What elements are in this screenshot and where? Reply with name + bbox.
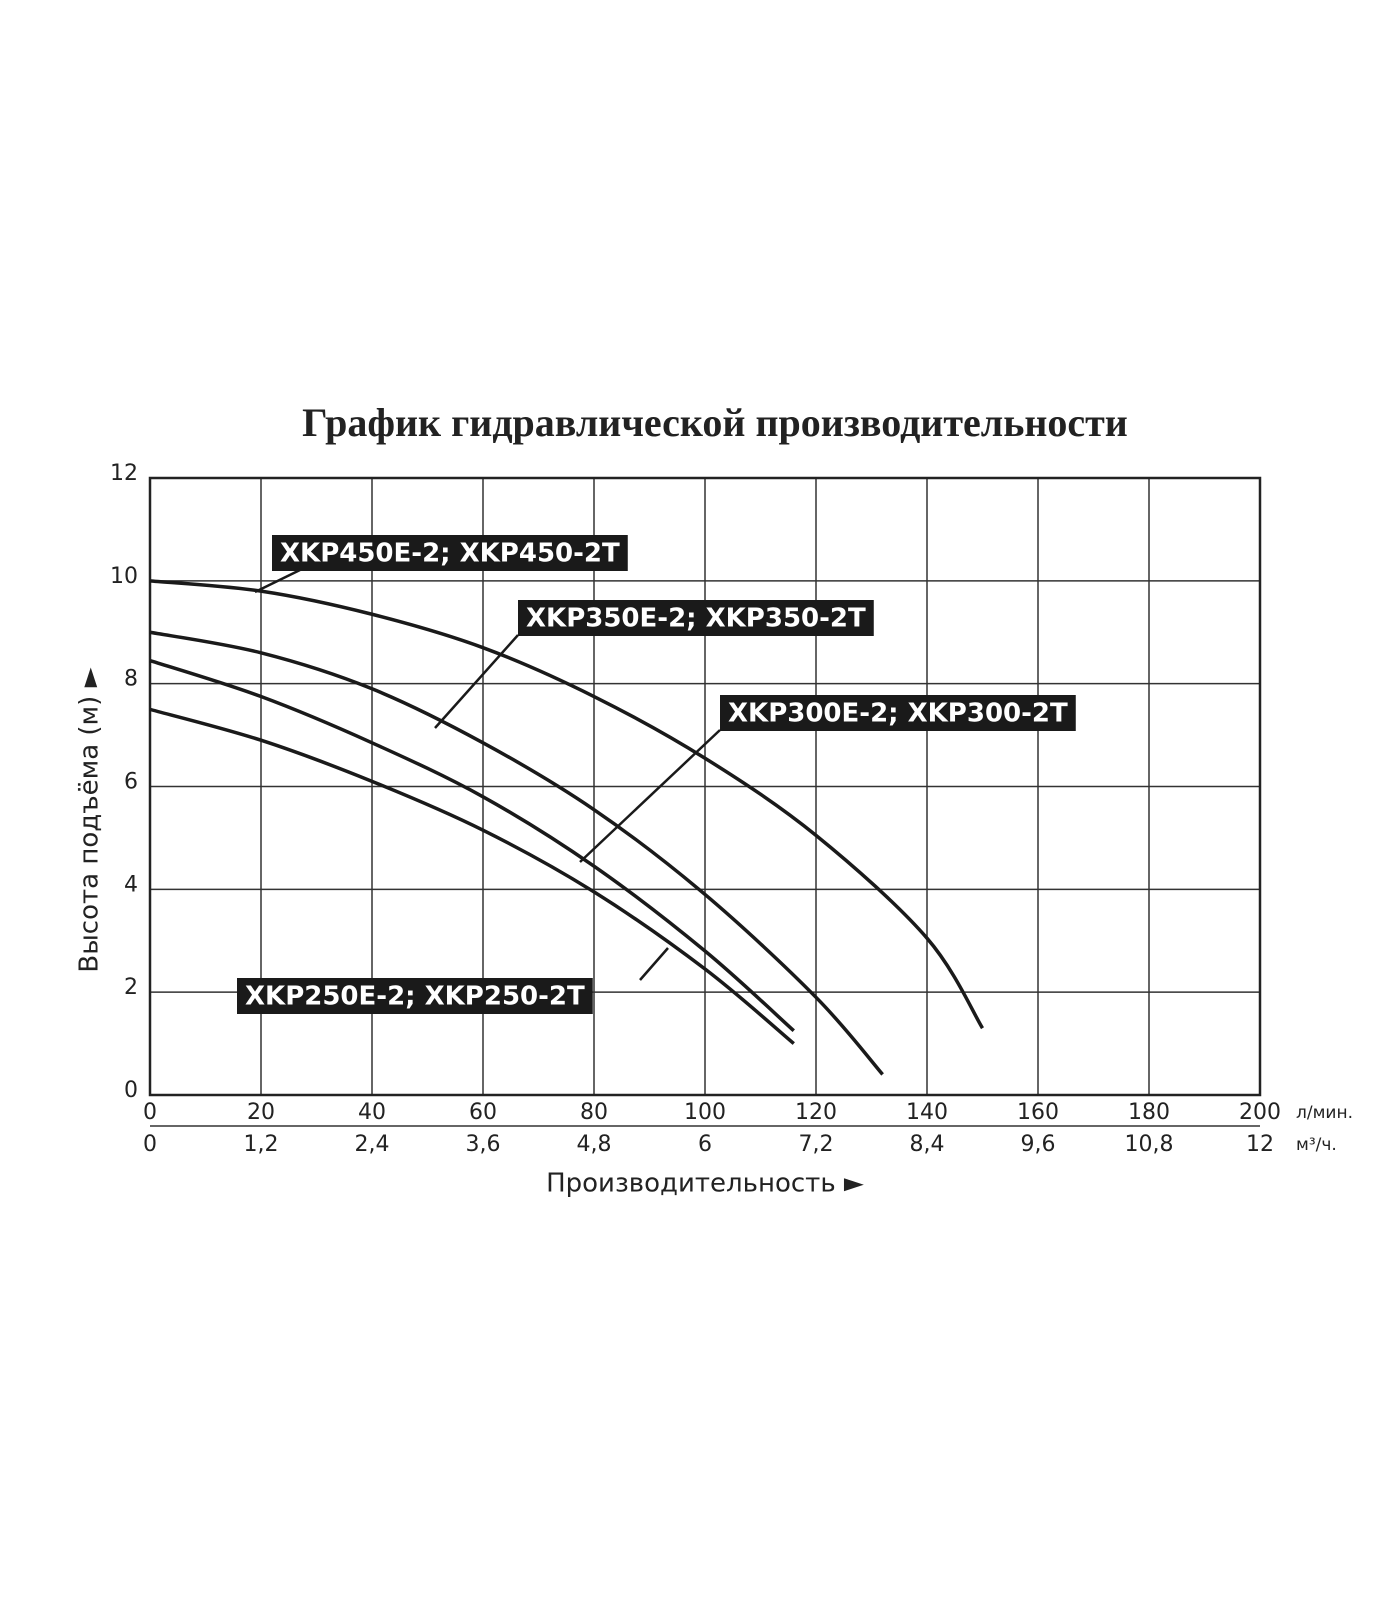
x2-unit: м³/ч. [1296, 1135, 1337, 1155]
x-tick-label: 0 [143, 1100, 157, 1125]
plot-frame [148, 476, 1262, 1097]
x-tick-label: 100 [684, 1100, 726, 1125]
y-tick-label: 8 [124, 667, 138, 692]
y-tick-label: 10 [110, 564, 138, 589]
chart-title: График гидравлической производительности [302, 400, 1128, 445]
x-tick-label: 120 [795, 1100, 837, 1125]
x-unit: л/мин. [1296, 1103, 1353, 1123]
x-tick-label: 180 [1128, 1100, 1170, 1125]
x2-tick-label: 2,4 [355, 1132, 390, 1157]
label-pointer [639, 947, 669, 981]
x-tick-label: 200 [1239, 1100, 1281, 1125]
x-tick-label: 80 [580, 1100, 608, 1125]
label-pointer [434, 634, 519, 729]
x2-tick-label: 7,2 [799, 1132, 834, 1157]
series-label-box [237, 978, 593, 1014]
x-tick-label: 60 [469, 1100, 497, 1125]
x-tick-label: 160 [1017, 1100, 1059, 1125]
series-label: XKP300E-2; XKP300-2T [728, 699, 1068, 729]
x-axis-label: Производительность ► [546, 1169, 864, 1199]
x2-tick-label: 0 [143, 1132, 157, 1157]
y-tick-label: 4 [124, 872, 138, 897]
series-line [149, 630, 884, 1076]
series-line [149, 707, 795, 1045]
x2-tick-label: 8,4 [910, 1132, 945, 1157]
x2-tick-label: 4,8 [577, 1132, 612, 1157]
y-tick-label: 12 [110, 461, 138, 486]
series-label: XKP250E-2; XKP250-2T [245, 982, 585, 1012]
label-pointer [254, 568, 301, 594]
series-label: XKP450E-2; XKP450-2T [280, 539, 620, 569]
y-tick-label: 2 [124, 975, 138, 1000]
y-tick-label: 6 [124, 770, 138, 795]
label-pointer [579, 729, 721, 863]
x2-tick-label: 3,6 [466, 1132, 501, 1157]
y-tick-label: 0 [124, 1078, 138, 1103]
y-axis-label: Высота подъёма (м) ► [75, 667, 105, 972]
x-tick-label: 20 [247, 1100, 275, 1125]
series-label-box [518, 600, 874, 636]
x2-tick-label: 12 [1246, 1132, 1274, 1157]
x-tick-label: 140 [906, 1100, 948, 1125]
series-line [149, 579, 984, 1030]
x2-tick-label: 10,8 [1125, 1132, 1174, 1157]
x-tick-label: 40 [358, 1100, 386, 1125]
series-label-box [720, 695, 1076, 731]
series-label: XKP350E-2; XKP350-2T [526, 604, 866, 634]
series-line [149, 658, 795, 1033]
series-label-box [272, 535, 628, 571]
x2-tick-label: 9,6 [1021, 1132, 1056, 1157]
x2-tick-label: 6 [698, 1132, 712, 1157]
x2-tick-label: 1,2 [244, 1132, 279, 1157]
